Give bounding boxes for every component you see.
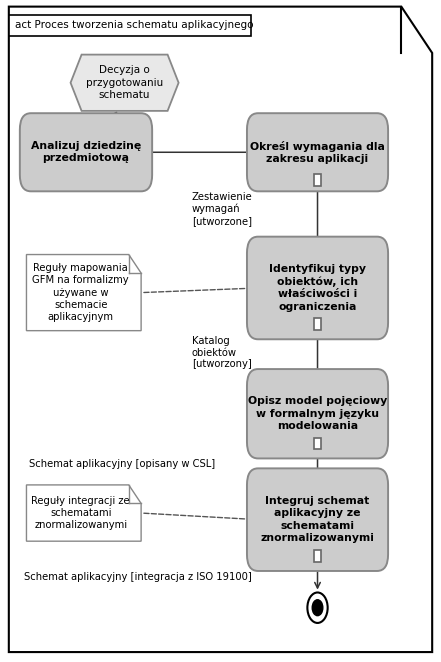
FancyBboxPatch shape xyxy=(20,113,152,191)
Text: Opisz model pojęciowy
w formalnym języku
modelowania: Opisz model pojęciowy w formalnym języku… xyxy=(248,397,387,431)
Text: Schemat aplikacyjny [opisany w CSL]: Schemat aplikacyjny [opisany w CSL] xyxy=(29,459,215,469)
FancyBboxPatch shape xyxy=(247,113,388,191)
Text: Katalog
obiektów
[utworzony]: Katalog obiektów [utworzony] xyxy=(192,336,251,369)
Text: Identyfikuj typy
obiektów, ich
właściwości i
ograniczenia: Identyfikuj typy obiektów, ich właściwoś… xyxy=(269,264,366,312)
Circle shape xyxy=(312,600,323,616)
FancyBboxPatch shape xyxy=(247,369,388,458)
Text: Decyzja o
przygotowaniu
schematu: Decyzja o przygotowaniu schematu xyxy=(86,66,163,100)
Text: Reguły integracji ze
schematami
znormalizowanymi: Reguły integracji ze schematami znormali… xyxy=(31,496,130,530)
FancyBboxPatch shape xyxy=(247,469,388,571)
Polygon shape xyxy=(26,254,141,330)
Bar xyxy=(314,318,321,330)
Text: Analizuj dziedzinę
przedmiotową: Analizuj dziedzinę przedmiotową xyxy=(31,141,141,164)
Bar xyxy=(314,174,321,186)
Text: Reguły mapowania
GFM na formalizmy
używane w
schemacie
aplikacyjnym: Reguły mapowania GFM na formalizmy używa… xyxy=(32,263,129,322)
Polygon shape xyxy=(71,55,179,111)
Text: Zestawienie
wymagań
[utworzone]: Zestawienie wymagań [utworzone] xyxy=(192,192,253,226)
Text: act Proces tworzenia schematu aplikacyjnego: act Proces tworzenia schematu aplikacyjn… xyxy=(15,21,254,30)
Bar xyxy=(314,550,321,562)
FancyBboxPatch shape xyxy=(9,15,251,36)
Bar xyxy=(314,438,321,449)
Polygon shape xyxy=(26,485,141,542)
Circle shape xyxy=(307,592,328,623)
Text: Integruj schemat
aplikacyjny ze
schematami
znormalizowanymi: Integruj schemat aplikacyjny ze schemata… xyxy=(261,496,374,544)
FancyBboxPatch shape xyxy=(247,237,388,340)
Text: Określ wymagania dla
zakresu aplikacji: Określ wymagania dla zakresu aplikacji xyxy=(250,140,385,164)
Text: Schemat aplikacyjny [integracja z ISO 19100]: Schemat aplikacyjny [integracja z ISO 19… xyxy=(24,572,252,582)
